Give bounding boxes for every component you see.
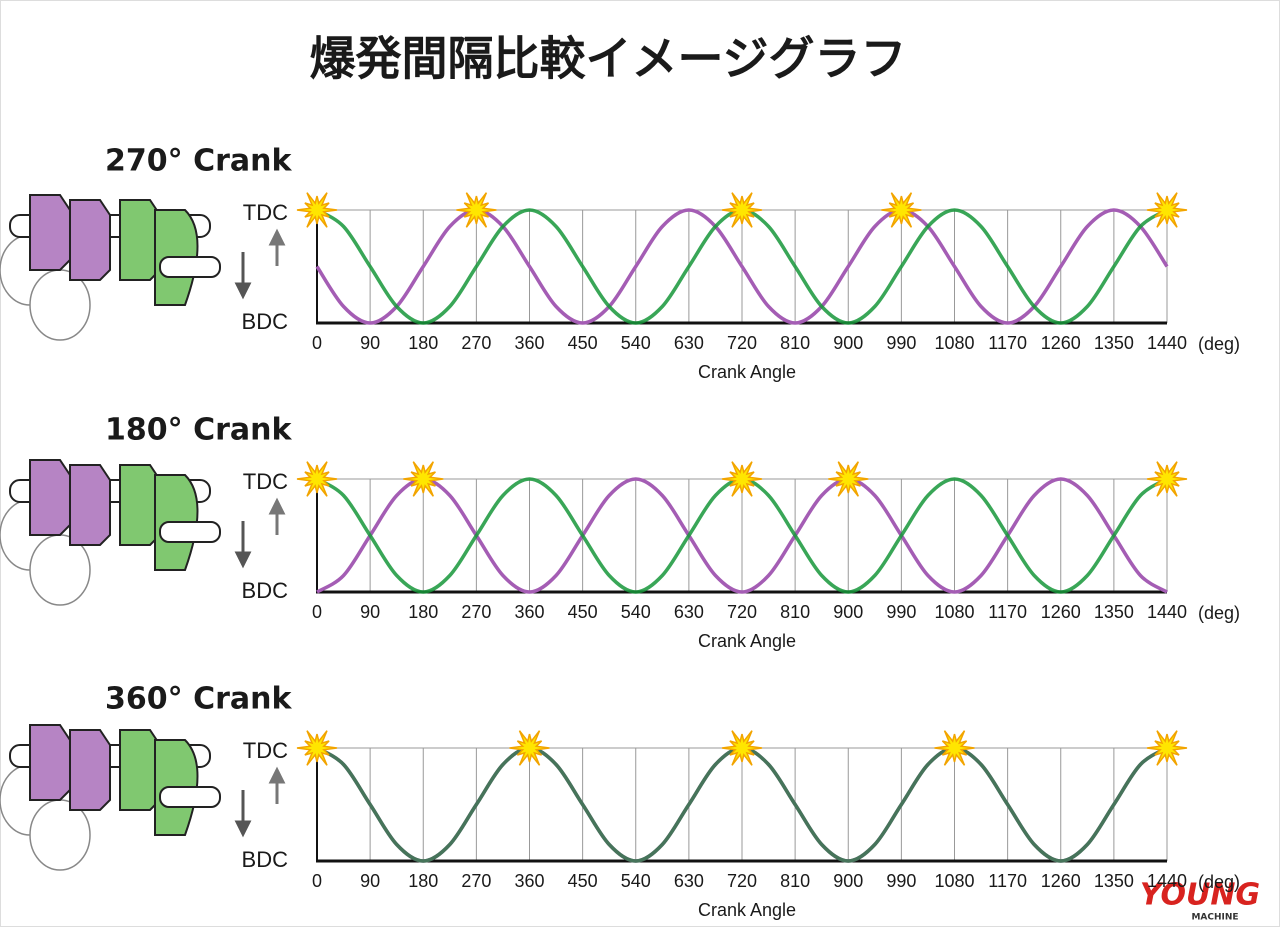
x-unit: (deg) <box>1198 334 1240 354</box>
x-tick-label: 540 <box>621 602 651 622</box>
ignition-star <box>828 461 869 497</box>
x-tick-label: 540 <box>621 871 651 891</box>
x-tick-label: 180 <box>408 602 438 622</box>
x-tick-label: 0 <box>312 333 322 353</box>
x-tick-label: 810 <box>780 602 810 622</box>
y-tick-label: TDC <box>243 738 288 763</box>
x-tick-label: 360 <box>514 602 544 622</box>
x-tick-label: 90 <box>360 871 380 891</box>
x-tick-label: 1260 <box>1041 333 1081 353</box>
x-tick-label: 900 <box>833 871 863 891</box>
x-tick-label: 1440 <box>1147 602 1187 622</box>
x-tick-label: 630 <box>674 333 704 353</box>
ignition-star <box>296 461 338 497</box>
x-tick-label: 180 <box>408 333 438 353</box>
x-tick-label: 720 <box>727 333 757 353</box>
chart-title: 360° Crank <box>105 682 292 717</box>
ignition-star <box>1146 730 1188 766</box>
x-axis-label: Crank Angle <box>698 631 796 651</box>
x-tick-label: 630 <box>674 871 704 891</box>
x-tick-label: 0 <box>312 871 322 891</box>
x-tick-label: 990 <box>886 602 916 622</box>
logo: YOUNG <box>1140 878 1260 913</box>
x-tick-label: 1440 <box>1147 333 1187 353</box>
x-tick-label: 900 <box>833 602 863 622</box>
ignition-star <box>721 461 763 497</box>
x-tick-label: 270 <box>461 333 491 353</box>
up-arrow <box>268 497 286 535</box>
x-tick-label: 630 <box>674 602 704 622</box>
down-arrow <box>234 521 252 569</box>
x-tick-label: 810 <box>780 333 810 353</box>
x-tick-label: 1170 <box>988 333 1027 353</box>
y-tick-label: BDC <box>242 578 289 603</box>
x-tick-label: 540 <box>621 333 651 353</box>
chart-title: 270° Crank <box>105 144 292 179</box>
x-tick-label: 1350 <box>1094 333 1134 353</box>
x-tick-label: 90 <box>360 602 380 622</box>
x-tick-label: 1080 <box>934 333 974 353</box>
crank-illustration <box>0 194 221 341</box>
x-tick-label: 450 <box>568 333 598 353</box>
x-tick-label: 990 <box>886 333 916 353</box>
x-tick-label: 990 <box>886 871 916 891</box>
x-tick-label: 1440 <box>1147 871 1187 891</box>
x-tick-label: 1170 <box>988 602 1027 622</box>
x-tick-label: 270 <box>461 871 491 891</box>
logo-sub: MACHINE <box>1191 913 1238 923</box>
ignition-star <box>1146 192 1188 228</box>
crank-illustration <box>0 724 221 871</box>
x-tick-label: 270 <box>461 602 491 622</box>
series-line <box>315 208 1169 325</box>
ignition-star <box>509 730 550 766</box>
x-axis-label: Crank Angle <box>698 362 796 382</box>
ignition-star <box>456 192 497 228</box>
down-arrow <box>234 790 252 838</box>
ignition-star <box>296 730 338 766</box>
x-tick-label: 360 <box>514 871 544 891</box>
ignition-star <box>403 461 444 497</box>
x-tick-label: 1080 <box>934 871 974 891</box>
x-tick-label: 1170 <box>988 871 1027 891</box>
y-tick-label: BDC <box>242 847 289 872</box>
x-tick-label: 1260 <box>1041 602 1081 622</box>
x-tick-label: 810 <box>780 871 810 891</box>
x-axis-label: Crank Angle <box>698 900 796 920</box>
x-tick-label: 720 <box>727 871 757 891</box>
ignition-star <box>296 192 338 228</box>
x-tick-label: 450 <box>568 602 598 622</box>
ignition-star <box>721 192 763 228</box>
down-arrow <box>234 252 252 300</box>
up-arrow <box>268 766 286 804</box>
x-tick-label: 1350 <box>1094 602 1134 622</box>
x-tick-label: 1080 <box>934 602 974 622</box>
x-tick-label: 0 <box>312 602 322 622</box>
x-tick-label: 180 <box>408 871 438 891</box>
main-title: 爆発間隔比較イメージグラフ <box>309 32 906 86</box>
x-tick-label: 900 <box>833 333 863 353</box>
y-tick-label: TDC <box>243 469 288 494</box>
x-tick-label: 360 <box>514 333 544 353</box>
x-tick-label: 720 <box>727 602 757 622</box>
x-unit: (deg) <box>1198 603 1240 623</box>
x-unit: (deg) <box>1198 872 1240 892</box>
crank-illustration <box>0 459 221 606</box>
series-line <box>316 477 1168 594</box>
ignition-star <box>1146 461 1188 497</box>
y-tick-label: BDC <box>242 309 289 334</box>
y-tick-label: TDC <box>243 200 288 225</box>
x-tick-label: 1350 <box>1094 871 1134 891</box>
x-tick-label: 450 <box>568 871 598 891</box>
up-arrow <box>268 228 286 266</box>
x-tick-label: 1260 <box>1041 871 1081 891</box>
chart-title: 180° Crank <box>105 413 292 448</box>
ignition-star <box>721 730 763 766</box>
ignition-star <box>934 730 975 766</box>
x-tick-label: 90 <box>360 333 380 353</box>
ignition-star <box>881 192 922 228</box>
